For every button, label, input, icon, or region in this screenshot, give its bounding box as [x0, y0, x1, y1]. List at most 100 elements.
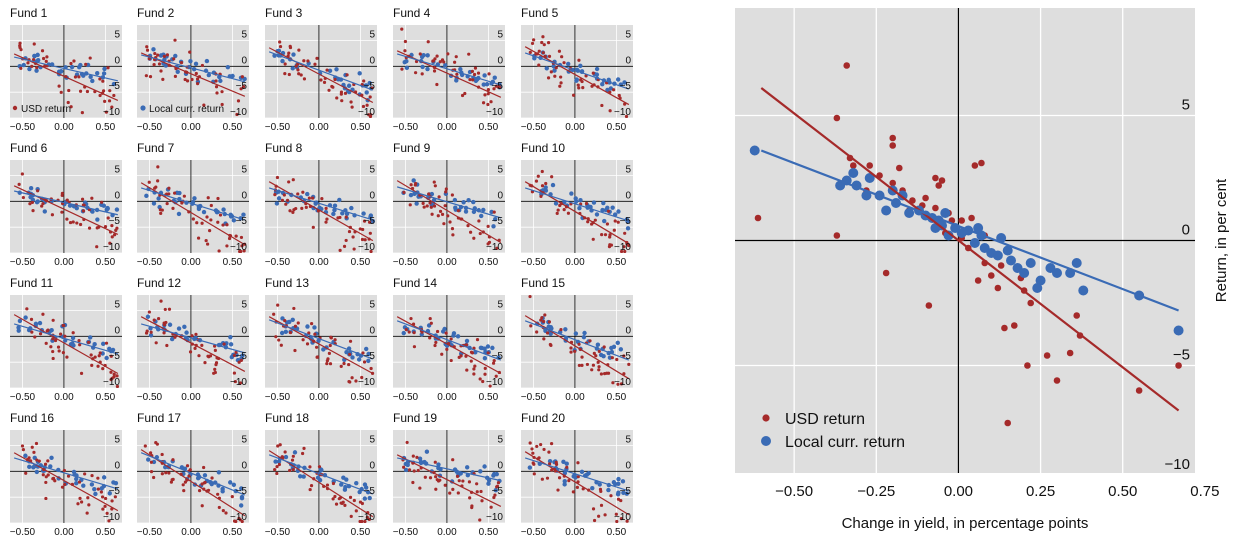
usd-return-point: [45, 55, 49, 59]
local-return-point: [291, 52, 296, 57]
usd-return-point: [84, 62, 88, 66]
local-return-point: [206, 72, 212, 78]
usd-return-point: [600, 233, 604, 237]
usd-return-point: [536, 174, 540, 178]
usd-return-point: [106, 216, 110, 220]
local-return-point: [163, 63, 169, 68]
local-return-point: [577, 206, 582, 211]
usd-return-point: [532, 462, 536, 466]
usd-return-point: [188, 350, 193, 354]
usd-return-point: [216, 196, 220, 201]
fund-panel: Fund 10 5 0 −5 −10 −0.50 0.00 0.50: [521, 141, 633, 268]
y-axis-title: Return, in per cent: [1213, 178, 1230, 302]
local-return-point: [442, 326, 447, 332]
panel-y-tick-label: −5: [364, 216, 376, 227]
local-return-point: [552, 68, 557, 73]
usd-return-point: [489, 505, 493, 509]
usd-return-point: [434, 475, 438, 479]
usd-return-point: [63, 334, 67, 338]
usd-return-point: [313, 62, 317, 66]
usd-return-point: [438, 60, 442, 64]
usd-return-point: [461, 479, 465, 483]
usd-return-point: [18, 44, 22, 48]
usd-return-point: [428, 336, 432, 340]
usd-return-point: [537, 63, 541, 67]
panel-x-tick-label: −0.50: [137, 527, 163, 538]
local-return-point: [231, 482, 237, 487]
y-tick-label: 0: [1182, 222, 1190, 239]
local-return-point: [192, 196, 197, 201]
usd-return-point: [339, 364, 343, 368]
usd-return-point: [200, 221, 204, 225]
usd-return-point: [307, 196, 311, 200]
usd-return-point: [335, 96, 339, 100]
usd-return-point: [90, 363, 94, 367]
usd-return-point: [540, 184, 545, 188]
usd-return-point: [83, 472, 87, 476]
usd-return-point: [333, 494, 337, 499]
usd-return-point: [17, 182, 21, 187]
local-return-point: [464, 465, 470, 470]
usd-return-point: [450, 193, 454, 197]
usd-return-point: [616, 497, 621, 501]
usd-return-point: [72, 59, 76, 63]
usd-return-point: [623, 231, 627, 235]
local-return-point: [107, 491, 112, 496]
panel-y-tick-label: −5: [109, 216, 121, 227]
usd-return-point: [480, 499, 484, 503]
usd-return-point: [238, 249, 242, 254]
usd-return-point: [35, 66, 39, 70]
panel-x-tick-label: −0.50: [137, 392, 163, 403]
usd-return-point: [362, 219, 367, 223]
local-return-point: [17, 318, 23, 324]
usd-return-point: [213, 344, 217, 348]
usd-return-point: [324, 206, 328, 210]
panel-x-tick-label: −0.50: [393, 257, 419, 268]
local-return-point: [591, 200, 597, 205]
usd-return-point: [922, 194, 929, 202]
panel-x-tick-label: 0.50: [479, 122, 499, 133]
usd-return-point: [288, 44, 292, 48]
usd-return-point: [301, 190, 305, 194]
usd-return-point: [423, 475, 427, 479]
local-return-point: [607, 355, 613, 360]
panel-y-tick-label: −5: [364, 486, 376, 497]
local-return-point: [595, 342, 601, 347]
usd-return-point: [449, 337, 453, 341]
usd-return-point: [331, 497, 335, 501]
panel-y-tick-label: −10: [230, 242, 247, 253]
usd-return-point: [534, 179, 539, 183]
panel-y-tick-label: 5: [497, 435, 503, 446]
local-return-point: [618, 347, 624, 352]
panel-y-tick-label: 5: [114, 165, 120, 176]
usd-return-point: [348, 339, 353, 343]
panel-title: Fund 10: [521, 141, 565, 155]
local-return-point: [489, 209, 494, 215]
usd-return-point: [409, 316, 413, 321]
usd-return-point: [329, 336, 333, 340]
local-return-point: [574, 78, 579, 83]
usd-return-point: [573, 349, 577, 353]
usd-return-point: [369, 249, 373, 254]
usd-return-point: [275, 471, 279, 476]
local-return-point: [600, 207, 605, 213]
panel-y-tick-label: −10: [358, 377, 375, 388]
usd-return-point: [236, 99, 241, 103]
usd-return-point: [486, 92, 490, 96]
panel-y-tick-label: −10: [486, 512, 503, 523]
usd-return-point: [470, 69, 475, 73]
usd-return-point: [96, 487, 100, 491]
local-return-point: [228, 480, 233, 485]
usd-return-point: [162, 331, 166, 335]
usd-return-point: [882, 269, 890, 277]
usd-fit-line: [268, 47, 374, 104]
usd-return-point: [492, 495, 496, 500]
fund-panel: Fund 12 5 0 −5 −10 −0.50 0.00 0.50: [137, 276, 249, 403]
usd-return-point: [496, 85, 501, 89]
usd-return-point: [240, 519, 244, 524]
fund-panel: Fund 14 5 0 −5 −10 −0.50 0.00 0.50: [393, 276, 505, 403]
local-fit-line: [397, 457, 501, 482]
usd-return-point: [542, 319, 546, 324]
usd-return-point: [173, 74, 177, 78]
local-return-point: [49, 455, 54, 460]
